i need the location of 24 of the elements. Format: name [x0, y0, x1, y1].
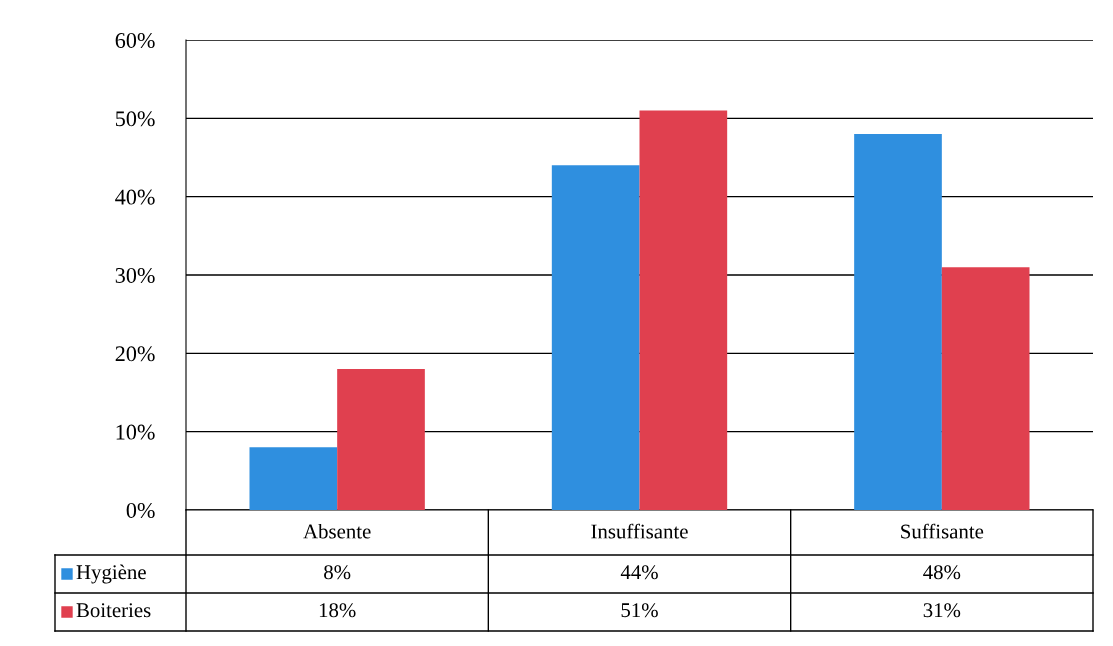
- x-tick-label: Insuffisante: [591, 523, 688, 539]
- bar: [249, 447, 338, 510]
- bar: [941, 267, 1030, 510]
- y-tick-label: 30%: [115, 267, 155, 283]
- y-tick-label: 40%: [115, 189, 155, 205]
- bar: [551, 165, 640, 510]
- data-label: 8%: [324, 565, 351, 580]
- y-tick-label: 0%: [126, 502, 155, 518]
- legend-label: Boiteries: [76, 603, 151, 618]
- data-label: 51%: [621, 603, 658, 618]
- legend-label: Hygiène: [76, 564, 146, 584]
- data-label: 44%: [620, 565, 658, 580]
- data-label: 31%: [923, 603, 961, 618]
- data-label: 18%: [319, 603, 356, 618]
- y-tick-label: 10%: [116, 424, 155, 440]
- bar: [337, 369, 425, 510]
- y-tick-label: 20%: [115, 346, 155, 362]
- data-label: 48%: [923, 565, 961, 580]
- x-tick-label: Absente: [303, 523, 371, 539]
- y-tick-label: 50%: [116, 111, 155, 127]
- y-tick-label: 60%: [115, 32, 155, 48]
- bar: [854, 134, 942, 510]
- x-tick-label: Suffisante: [901, 523, 984, 539]
- bar: [639, 110, 728, 510]
